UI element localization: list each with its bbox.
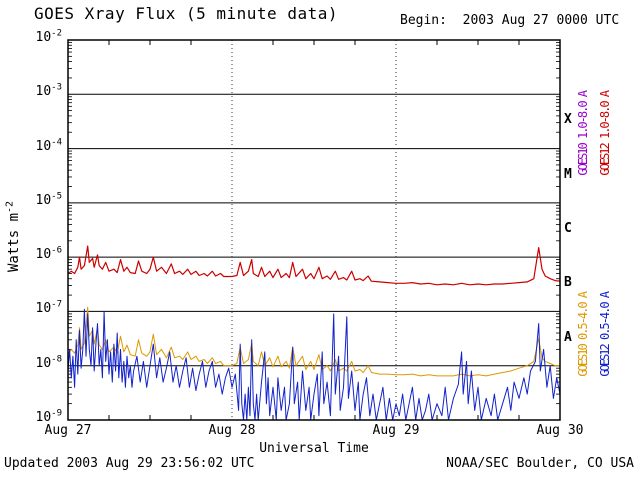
credit-text: NOAA/SEC Boulder, CO USA (446, 456, 634, 471)
y-axis-tick-labels: 10-2 10-3 10-4 10-5 10-6 10-7 10-8 10-9 (0, 0, 64, 480)
y-tick-label-1e-2: 10-2 (35, 28, 63, 45)
series-goes12-1-0-8-0-a (67, 245, 561, 286)
x-tick-label-aug-28: Aug 28 (208, 423, 256, 438)
y-tick-label-1e-4: 10-4 (35, 137, 63, 154)
x-tick-label-aug-30: Aug 30 (536, 423, 584, 438)
y-tick-label-1e-9: 10-9 (35, 408, 63, 425)
legend-label-goes12-0-5-4-0-a: GOES12 0.5-4.0 A (598, 293, 612, 377)
x-tick-label-aug-29: Aug 29 (372, 423, 420, 438)
plot-border (67, 39, 561, 421)
legend-label-goes10-0-5-4-0-a: GOES10 0.5-4.0 A (576, 293, 590, 377)
flare-class-b: B (564, 275, 572, 291)
y-tick-label-1e-6: 10-6 (35, 245, 63, 263)
y-tick-label-1e-8: 10-8 (35, 354, 63, 371)
flare-class-x: X (564, 112, 572, 128)
series-goes12-0-5-4-0-a (67, 308, 561, 421)
y-tick-label-1e-7: 10-7 (35, 300, 63, 317)
legend-label-goes10-1-0-8-0-a: GOES10 1.0-8.0 A (576, 92, 590, 176)
x-axis-title: Universal Time (259, 441, 369, 456)
flare-class-a: A (564, 329, 572, 345)
chart-title: GOES Xray Flux (5 minute data) (34, 4, 338, 23)
x-tick-label-aug-27: Aug 27 (44, 423, 92, 438)
flare-class-m: M (564, 166, 572, 182)
legend-label-goes12-1-0-8-0-a: GOES12 1.0-8.0 A (598, 92, 612, 176)
y-tick-label-1e-3: 10-3 (35, 82, 63, 100)
updated-timestamp: Updated 2003 Aug 29 23:56:02 UTC (4, 456, 255, 471)
series-goes10-0-5-4-0-a (67, 306, 560, 377)
begin-timestamp: Begin: 2003 Aug 27 0000 UTC (400, 13, 620, 28)
flare-class-c: C (564, 221, 572, 236)
y-tick-label-1e-5: 10-5 (35, 191, 63, 208)
